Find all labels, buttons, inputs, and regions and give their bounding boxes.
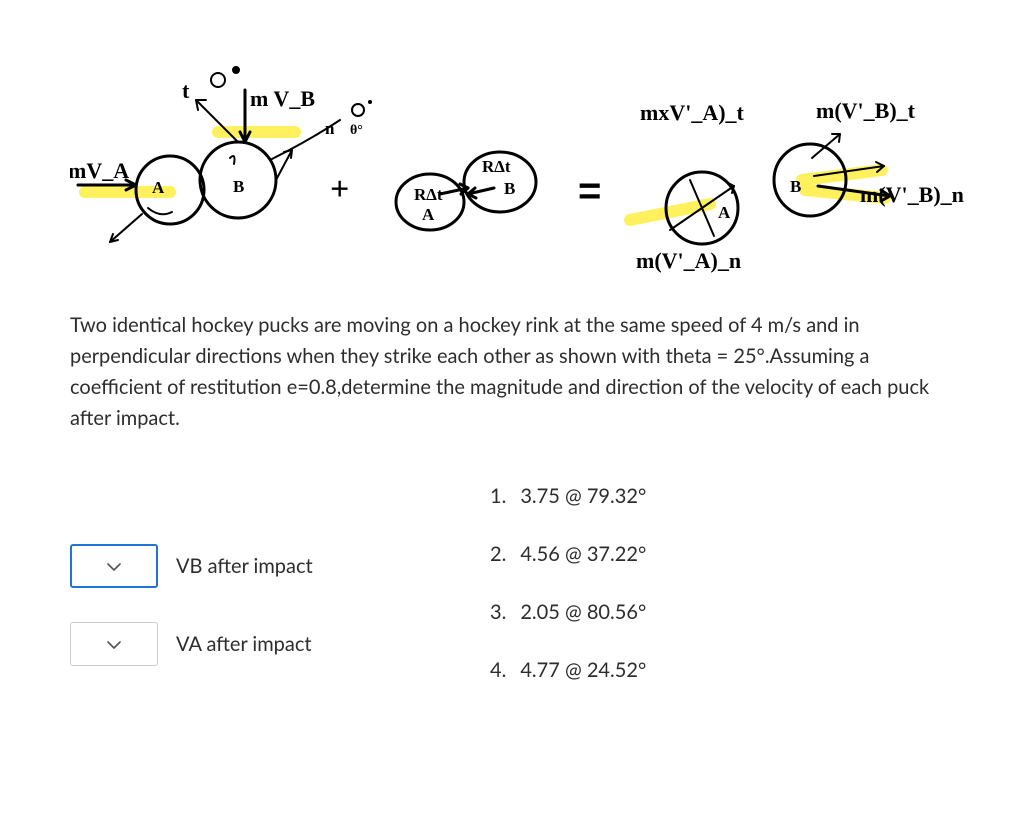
label-B-right: B <box>790 177 801 196</box>
match-label-va: VA after impact <box>176 632 312 656</box>
matching-column: VB after impact VA after impact <box>70 484 430 716</box>
option-text: 3.75 @ 79.32° <box>520 484 646 508</box>
equals-sign: = <box>578 169 601 213</box>
selector-vb[interactable] <box>70 544 158 588</box>
plus-sign: + <box>330 171 349 208</box>
label-theta2: θ° <box>350 123 363 138</box>
impulse-momentum-diagram: A mV_A B t m V_B n θ° <box>70 30 970 290</box>
selector-va[interactable] <box>70 622 158 666</box>
label-A-mid: A <box>422 205 435 224</box>
label-mVA: mV_A <box>70 158 129 183</box>
option-4: 4. 4.77 @ 24.52° <box>490 658 954 682</box>
option-num: 3. <box>490 600 506 624</box>
diagram-area: A mV_A B t m V_B n θ° <box>70 30 954 290</box>
option-num: 1. <box>490 484 506 508</box>
option-3: 3. 2.05 @ 80.56° <box>490 600 954 624</box>
lower-section: VB after impact VA after impact 1. 3.75 … <box>70 484 954 716</box>
option-text: 4.77 @ 24.52° <box>520 658 646 682</box>
chevron-down-icon <box>107 636 121 653</box>
option-1: 1. 3.75 @ 79.32° <box>490 484 954 508</box>
chevron-down-icon <box>107 558 121 575</box>
option-text: 2.05 @ 80.56° <box>520 600 646 624</box>
label-RAtB: RΔt <box>482 157 511 176</box>
options-column: 1. 3.75 @ 79.32° 2. 4.56 @ 37.22° 3. 2.0… <box>490 484 954 716</box>
option-text: 4.56 @ 37.22° <box>520 542 646 566</box>
label-n: n <box>325 119 335 138</box>
label-mVB: m V_B <box>250 86 315 111</box>
question-text: Two identical hockey pucks are moving on… <box>70 310 950 434</box>
label-t: t <box>182 78 190 103</box>
label-mWB_t: m(V'_B)_t <box>816 98 916 123</box>
option-num: 4. <box>490 658 506 682</box>
match-row-va: VA after impact <box>70 622 430 666</box>
label-mWB_n: m(V'_B)_n <box>860 182 964 207</box>
label-A-right: A <box>718 203 731 222</box>
option-num: 2. <box>490 542 506 566</box>
label-mWA_n: m(V'_A)_n <box>636 248 741 273</box>
match-row-vb: VB after impact <box>70 544 430 588</box>
label-B-mid: B <box>504 179 515 198</box>
label-B-left: B <box>233 177 244 196</box>
match-label-vb: VB after impact <box>176 554 313 578</box>
option-2: 2. 4.56 @ 37.22° <box>490 542 954 566</box>
label-mxVA_t: mxV'_A)_t <box>640 100 745 125</box>
label-A-left: A <box>152 178 165 197</box>
